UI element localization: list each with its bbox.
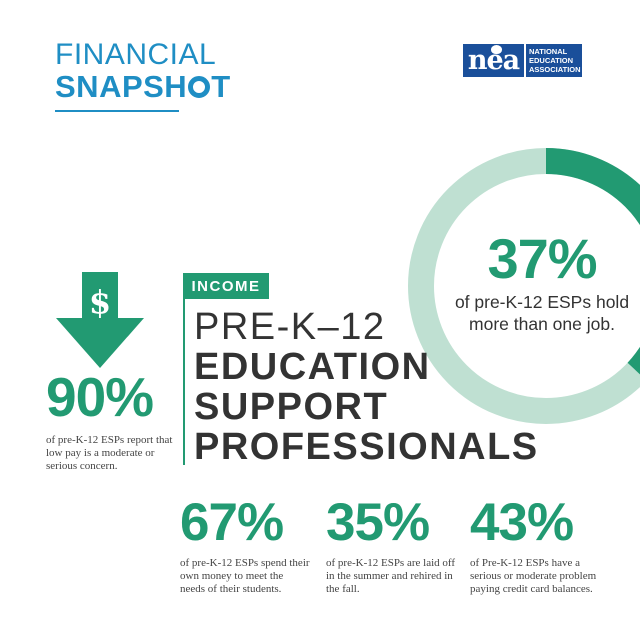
- income-badge: INCOME: [183, 273, 269, 299]
- nea-logo-words: NATIONAL EDUCATION ASSOCIATION: [526, 44, 582, 77]
- laid-off-percent: 35%: [326, 493, 430, 552]
- donut-stat: 37% of pre-K-12 ESPs hold more than one …: [445, 231, 639, 335]
- arrow-head: [56, 318, 144, 368]
- header-underline: [55, 110, 179, 112]
- dollar-down-arrow-icon: $: [56, 272, 144, 368]
- laid-off-stat: 35% of pre-K-12 ESPs are laid off in the…: [326, 496, 456, 596]
- credit-card-percent: 43%: [470, 493, 574, 552]
- title-snapshot-suffix: T: [211, 69, 231, 104]
- nea-logo-line: EDUCATION: [529, 56, 574, 65]
- credit-card-description: of Pre-K-12 ESPs have a serious or moder…: [470, 557, 597, 595]
- title-line-financial: FINANCIAL: [55, 38, 217, 71]
- donut-percent: 37%: [487, 227, 597, 290]
- section-divider: [183, 273, 185, 465]
- title-snapshot-prefix: SNAPSH: [55, 69, 188, 104]
- credit-card-stat: 43% of Pre-K-12 ESPs have a serious or m…: [470, 496, 610, 596]
- title-line-snapshot: SNAPSH T: [55, 71, 231, 102]
- nea-logo-line: ASSOCIATION: [529, 65, 581, 74]
- apple-icon: [491, 45, 502, 54]
- heading-line-professionals: PROFESSIONALS: [194, 426, 539, 468]
- low-pay-stat: 90% of pre-K-12 ESPs report that low pay…: [46, 370, 176, 473]
- nea-logo-line: NATIONAL: [529, 47, 568, 56]
- own-money-description: of pre-K-12 ESPs spend their own money t…: [180, 557, 310, 595]
- dollar-icon: $: [88, 283, 112, 321]
- heading-line-education: EDUCATION: [194, 346, 431, 388]
- camera-shutter-icon: [188, 75, 211, 98]
- low-pay-percent: 90%: [46, 366, 154, 428]
- laid-off-description: of pre-K-12 ESPs are laid off in the sum…: [326, 557, 456, 595]
- donut-description: of pre-K-12 ESPs hold more than one job.: [454, 292, 630, 334]
- heading-line-prek12: PRE-K–12: [194, 306, 386, 348]
- own-money-stat: 67% of pre-K-12 ESPs spend their own mon…: [180, 496, 310, 596]
- main-heading: PRE-K–12 EDUCATION SUPPORT PROFESSIONALS: [194, 308, 539, 466]
- donut-filled-arc: [408, 148, 640, 424]
- heading-line-support: SUPPORT: [194, 386, 389, 428]
- page-title: FINANCIAL SNAPSH T: [55, 38, 231, 103]
- own-money-percent: 67%: [180, 493, 284, 552]
- donut-chart: [408, 148, 640, 424]
- arrow-stem: [82, 272, 118, 320]
- low-pay-description: of pre-K-12 ESPs report that low pay is …: [46, 434, 173, 472]
- nea-logo: nea NATIONAL EDUCATION ASSOCIATION: [463, 44, 582, 77]
- nea-logo-mark: nea: [463, 44, 524, 77]
